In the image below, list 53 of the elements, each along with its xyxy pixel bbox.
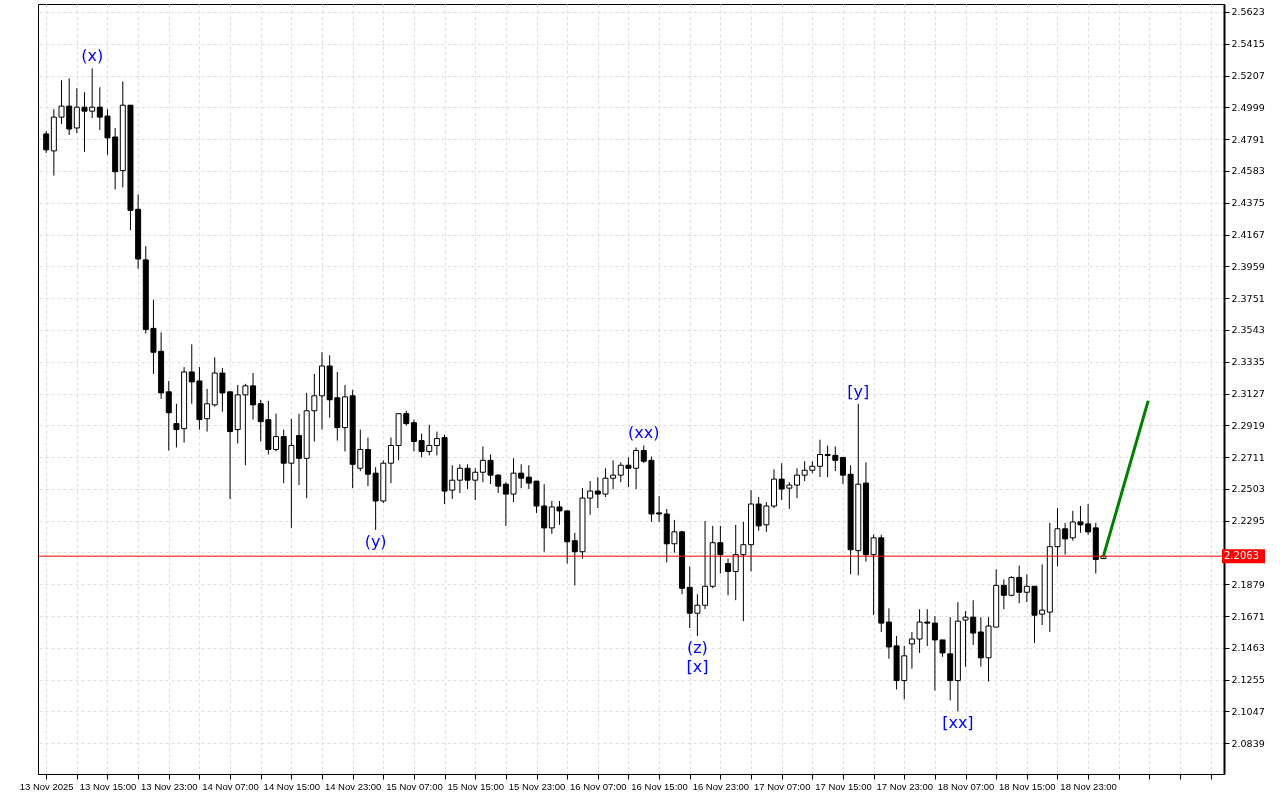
x-tick-label: 16 Nov 07:00 [570, 780, 627, 792]
y-tick-label: 2.2711 [1231, 451, 1265, 463]
x-tick-label: 16 Nov 15:00 [631, 780, 688, 792]
y-tick-label: 2.2295 [1231, 515, 1265, 527]
y-tick-label: 2.4167 [1231, 229, 1265, 241]
x-tick-label: 18 Nov 15:00 [999, 780, 1056, 792]
annotation: [xx] [942, 713, 974, 733]
ref-line-label: 2.2063 [1224, 550, 1259, 562]
y-tick-label: 2.3959 [1231, 260, 1265, 272]
x-tick-label: 15 Nov 23:00 [508, 780, 566, 792]
y-tick-label: 2.3335 [1231, 356, 1265, 368]
x-tick-label: 18 Nov 07:00 [937, 780, 995, 792]
x-tick-label: 13 Nov 15:00 [79, 780, 137, 792]
x-tick-label: 14 Nov 07:00 [202, 780, 259, 792]
x-tick-label: 13 Nov 2025 [19, 780, 74, 792]
y-tick-label: 2.1879 [1231, 578, 1265, 590]
x-tick-label: 17 Nov 15:00 [815, 780, 872, 792]
y-tick-label: 2.4375 [1231, 197, 1265, 209]
y-tick-label: 2.4791 [1231, 133, 1265, 145]
x-tick-label: 17 Nov 07:00 [753, 780, 811, 792]
x-tick-label: 15 Nov 07:00 [386, 780, 443, 792]
annotation: (z) [686, 637, 708, 657]
y-tick-label: 2.3751 [1231, 292, 1265, 304]
x-tick-label: 16 Nov 23:00 [692, 780, 750, 792]
y-tick-label: 2.3127 [1231, 388, 1265, 400]
candlestick [165, 380, 172, 452]
y-tick-label: 2.4583 [1231, 165, 1265, 177]
y-tick-label: 2.2919 [1231, 419, 1265, 431]
annotation: (xx) [628, 423, 660, 443]
y-tick-label: 2.5207 [1231, 70, 1265, 82]
y-tick-label: 2.1463 [1231, 642, 1265, 654]
y-tick-label: 2.1671 [1231, 610, 1265, 622]
y-tick-label: 2.5623 [1231, 6, 1265, 18]
x-tick-label: 18 Nov 23:00 [1060, 780, 1117, 792]
y-tick-label: 2.2503 [1231, 483, 1265, 495]
annotation: (y) [364, 531, 387, 551]
x-tick-label: 14 Nov 15:00 [263, 780, 321, 792]
y-tick-label: 2.5415 [1231, 38, 1265, 50]
x-tick-label: 13 Nov 23:00 [141, 780, 198, 792]
x-tick-label: 15 Nov 15:00 [447, 780, 504, 792]
annotation: [x] [686, 656, 709, 676]
annotation: [y] [847, 381, 870, 401]
y-tick-label: 2.1255 [1231, 674, 1265, 686]
candlestick [793, 467, 800, 499]
candlestick [43, 130, 50, 154]
candlestick [725, 558, 732, 596]
annotation: (x) [81, 46, 104, 66]
y-tick-label: 2.4999 [1231, 101, 1265, 113]
y-tick-label: 2.1047 [1231, 705, 1265, 717]
y-tick-label: 2.0839 [1231, 737, 1265, 749]
y-tick-label: 2.3543 [1231, 324, 1265, 336]
x-tick-label: 14 Nov 23:00 [324, 780, 382, 792]
x-tick-label: 17 Nov 23:00 [876, 780, 934, 792]
